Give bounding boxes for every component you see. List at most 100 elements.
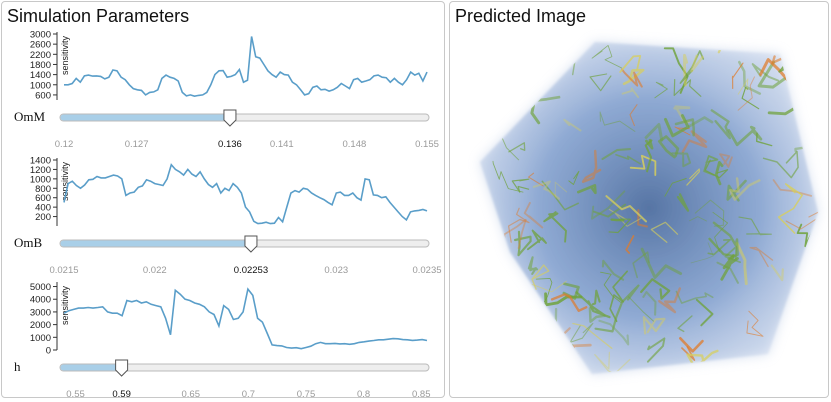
y-tick-label: 1000	[30, 333, 51, 344]
filament-strand	[726, 179, 747, 202]
filament-strand	[599, 111, 636, 132]
y-tick-label: 2600	[30, 40, 51, 51]
filament-strand	[629, 104, 638, 127]
filament-strand	[703, 155, 719, 176]
filament-strand	[514, 230, 532, 257]
filament-strand	[491, 49, 526, 84]
filament-strand	[619, 54, 642, 73]
volume-body	[480, 42, 818, 374]
y-tick-label: 1400	[30, 156, 51, 167]
y-tick-label: 5000	[30, 282, 51, 293]
filament-strand	[507, 207, 530, 243]
filament-strand	[517, 42, 546, 57]
filament-strand	[526, 229, 547, 251]
x-ticks: 0.55 0.59 0.65 0.7 0.75 0.8 0.85	[66, 389, 430, 400]
sensitivity-axis-label: sensitivity	[60, 162, 70, 202]
filament-strand	[492, 267, 522, 296]
y-tick-label: 3000	[30, 30, 51, 41]
y-tick-label: 0	[46, 346, 51, 357]
filament-strand	[591, 289, 601, 306]
filament-strand	[605, 195, 647, 223]
filament-strand	[751, 63, 780, 82]
filament-strand	[724, 245, 742, 264]
filament-strand	[508, 290, 540, 325]
filament-strand	[762, 150, 799, 179]
filament-strand	[738, 216, 772, 236]
filament-strand	[629, 154, 657, 177]
simulation-parameters-panel: Simulation Parameters 3000 2600 2200 1800 14…	[1, 1, 445, 400]
x-ticks: 0.12 0.127 0.136 0.141 0.148 0.155	[55, 139, 439, 150]
filament-strand	[644, 139, 653, 173]
filament-strand	[575, 291, 611, 319]
filament-strand	[543, 211, 567, 243]
slider-handle[interactable]	[223, 109, 237, 127]
sensitivity-axis-label: sensitivity	[60, 286, 70, 326]
filament-strand	[535, 278, 553, 303]
filament-strand	[620, 68, 643, 88]
filament-strand	[644, 123, 664, 142]
y-tick-label: 2200	[30, 50, 51, 61]
slider-handle[interactable]	[115, 359, 129, 377]
sensitivity-line	[63, 287, 428, 350]
filament-strand	[658, 287, 682, 314]
filament-strand	[731, 62, 744, 90]
filament-strand	[772, 179, 813, 197]
filament-strand	[523, 201, 544, 229]
filament-strand	[673, 79, 702, 97]
filament-strand	[527, 256, 539, 275]
filament-strand	[654, 81, 668, 99]
filament-strand	[738, 60, 762, 95]
filament-strand	[621, 87, 640, 99]
simulation-parameters-title: Simulation Parameters	[7, 6, 190, 26]
filament-strand	[679, 337, 704, 353]
filament-strand	[756, 132, 773, 147]
slider-track[interactable]	[59, 363, 430, 372]
filament-strand	[542, 45, 584, 63]
filament-strand	[707, 238, 731, 256]
x-tick-label: 0.85	[412, 389, 431, 400]
x-tick-label: 0.148	[343, 139, 367, 150]
predicted-image-title: Predicted Image	[455, 6, 587, 26]
predicted-volume-render	[480, 42, 818, 374]
y-tick-label: 4000	[30, 295, 51, 306]
filament-strand	[498, 79, 526, 99]
filament-strand	[664, 114, 690, 138]
filament-strand	[640, 247, 683, 279]
slider-handle[interactable]	[244, 235, 258, 253]
filament-strand	[686, 349, 719, 370]
filament-strand	[615, 154, 642, 165]
sensitivity-line	[64, 36, 428, 98]
filament-strand	[713, 42, 733, 54]
filament-strand	[675, 290, 714, 304]
filament-strand	[508, 142, 526, 153]
filament-strand	[550, 293, 588, 312]
filament-strand	[598, 319, 630, 346]
x-tick-label: 0.141	[270, 139, 294, 150]
filament-strand	[541, 180, 579, 211]
y-tick-label: 1200	[30, 165, 51, 176]
y-tick-label: 1800	[30, 60, 51, 71]
filament-strand	[506, 42, 539, 57]
filament-strand	[805, 42, 818, 59]
y-tick-label: 600	[35, 90, 51, 101]
filament-strand	[694, 199, 725, 227]
y-tick-label: 1000	[30, 174, 51, 185]
slider-fill	[60, 240, 251, 247]
filament-strand	[770, 264, 784, 282]
x-tick-label: 0.155	[415, 139, 439, 150]
filament-strand	[710, 109, 731, 140]
filament-strand	[677, 315, 693, 333]
y-tick-label: 1400	[30, 70, 51, 81]
filament-strand	[679, 50, 705, 84]
filament-strand	[749, 246, 774, 268]
y-tick-label: 800	[35, 184, 51, 195]
filament-strand	[480, 322, 496, 332]
filament-strand	[610, 218, 625, 222]
x-tick-label: 0.7	[242, 389, 255, 400]
x-tick-label: 0.0215	[49, 265, 78, 276]
x-tick-label: 0.12	[55, 139, 74, 150]
filament-strand	[728, 177, 761, 201]
filament-strand	[581, 149, 602, 183]
